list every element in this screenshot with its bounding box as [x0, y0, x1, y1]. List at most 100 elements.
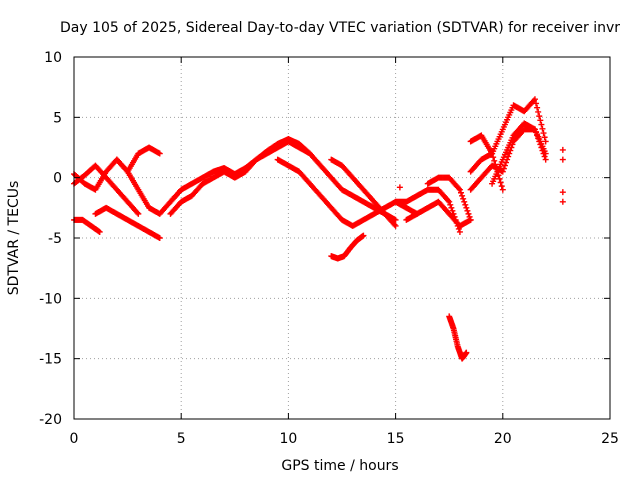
- series-arc-l: [392, 186, 463, 235]
- data-point: [464, 207, 471, 214]
- x-tick-label: 10: [279, 431, 297, 447]
- data-point: [499, 168, 506, 175]
- data-point: [496, 175, 503, 182]
- series-arc-a: [71, 144, 163, 193]
- data-point: [541, 153, 548, 160]
- y-tick-label: 10: [44, 50, 62, 66]
- data-point: [559, 198, 566, 205]
- series-arc-g: [167, 136, 399, 223]
- x-tick-label: 0: [70, 431, 79, 447]
- data-point: [497, 179, 504, 186]
- data-point: [538, 121, 545, 128]
- data-point: [360, 232, 367, 239]
- x-tick-label: 5: [177, 431, 186, 447]
- data-point: [451, 213, 458, 220]
- data-point: [463, 349, 470, 356]
- series-arc-j: [328, 232, 367, 262]
- series-isolated: [396, 146, 566, 205]
- chart-title: Day 105 of 2025, Sidereal Day-to-day VTE…: [60, 20, 620, 36]
- series-arc-i: [328, 156, 399, 229]
- data-point: [449, 207, 456, 214]
- data-point: [536, 113, 543, 120]
- data-point: [491, 157, 498, 164]
- data-point: [542, 150, 549, 157]
- data-point: [156, 150, 163, 157]
- series-arc-h: [274, 156, 421, 229]
- data-point: [461, 198, 468, 205]
- data-point: [455, 185, 462, 192]
- data-point: [492, 161, 499, 168]
- data-point: [456, 186, 463, 193]
- y-tick-label: -20: [39, 412, 62, 428]
- data-point: [535, 108, 542, 115]
- series-arc-c: [71, 216, 103, 235]
- series-arc-f: [167, 138, 313, 217]
- data-point: [456, 228, 463, 235]
- series-arc-r: [489, 120, 549, 187]
- data-point: [506, 150, 513, 157]
- axis-ticks: 0 5 10 15 20 25 10 5 0 -5 -10 -15 -20: [39, 50, 619, 447]
- data-point: [156, 235, 163, 241]
- data-point: [534, 104, 541, 111]
- data-point: [446, 198, 453, 205]
- data-point: [463, 204, 470, 211]
- data-point: [466, 213, 473, 220]
- data-point: [531, 96, 538, 103]
- y-axis-label: SDTVAR / TECUs: [6, 181, 22, 296]
- data-point: [499, 186, 506, 193]
- series-arc-n: [446, 313, 470, 362]
- data-markers: [71, 96, 566, 362]
- data-point: [447, 201, 454, 208]
- data-point: [542, 156, 549, 163]
- data-point: [559, 189, 566, 196]
- series-arc-k: [403, 198, 474, 229]
- data-point: [465, 210, 472, 217]
- data-point: [391, 221, 398, 228]
- data-point: [396, 184, 403, 191]
- data-point: [448, 204, 455, 211]
- data-point: [445, 197, 452, 204]
- x-tick-label: 20: [494, 431, 512, 447]
- data-point: [541, 134, 548, 141]
- data-point: [539, 125, 546, 132]
- data-point: [462, 201, 469, 208]
- data-point: [452, 216, 459, 223]
- series-arc-m: [424, 174, 474, 223]
- data-point: [135, 210, 142, 217]
- y-tick-label: -10: [39, 291, 62, 307]
- series-arc-q: [467, 132, 506, 193]
- data-point: [454, 222, 461, 229]
- data-point: [392, 222, 399, 229]
- data-point: [540, 130, 547, 137]
- x-axis-label: GPS time / hours: [281, 458, 398, 474]
- data-point: [498, 183, 505, 190]
- data-point: [96, 228, 103, 235]
- grid-layer: [74, 57, 610, 419]
- y-tick-label: -5: [48, 231, 62, 247]
- x-tick-label: 25: [601, 431, 619, 447]
- data-point: [450, 210, 457, 217]
- y-tick-label: -15: [39, 352, 62, 368]
- data-point: [542, 138, 549, 145]
- data-point: [559, 146, 566, 153]
- data-point: [459, 192, 466, 199]
- series-arc-d: [92, 204, 163, 241]
- data-point: [533, 100, 540, 107]
- data-point: [500, 165, 507, 172]
- data-point: [460, 195, 467, 202]
- data-point: [453, 219, 460, 226]
- data-point: [537, 117, 544, 124]
- data-point: [489, 150, 496, 157]
- data-point: [457, 189, 464, 196]
- data-point: [134, 209, 141, 216]
- data-point: [559, 156, 566, 163]
- y-tick-label: 0: [53, 171, 62, 187]
- data-point: [530, 97, 537, 104]
- y-tick-label: 5: [53, 110, 62, 126]
- data-point: [490, 154, 497, 161]
- data-point: [501, 162, 508, 169]
- data-point: [455, 225, 462, 232]
- data-point: [467, 216, 474, 223]
- x-tick-label: 15: [387, 431, 405, 447]
